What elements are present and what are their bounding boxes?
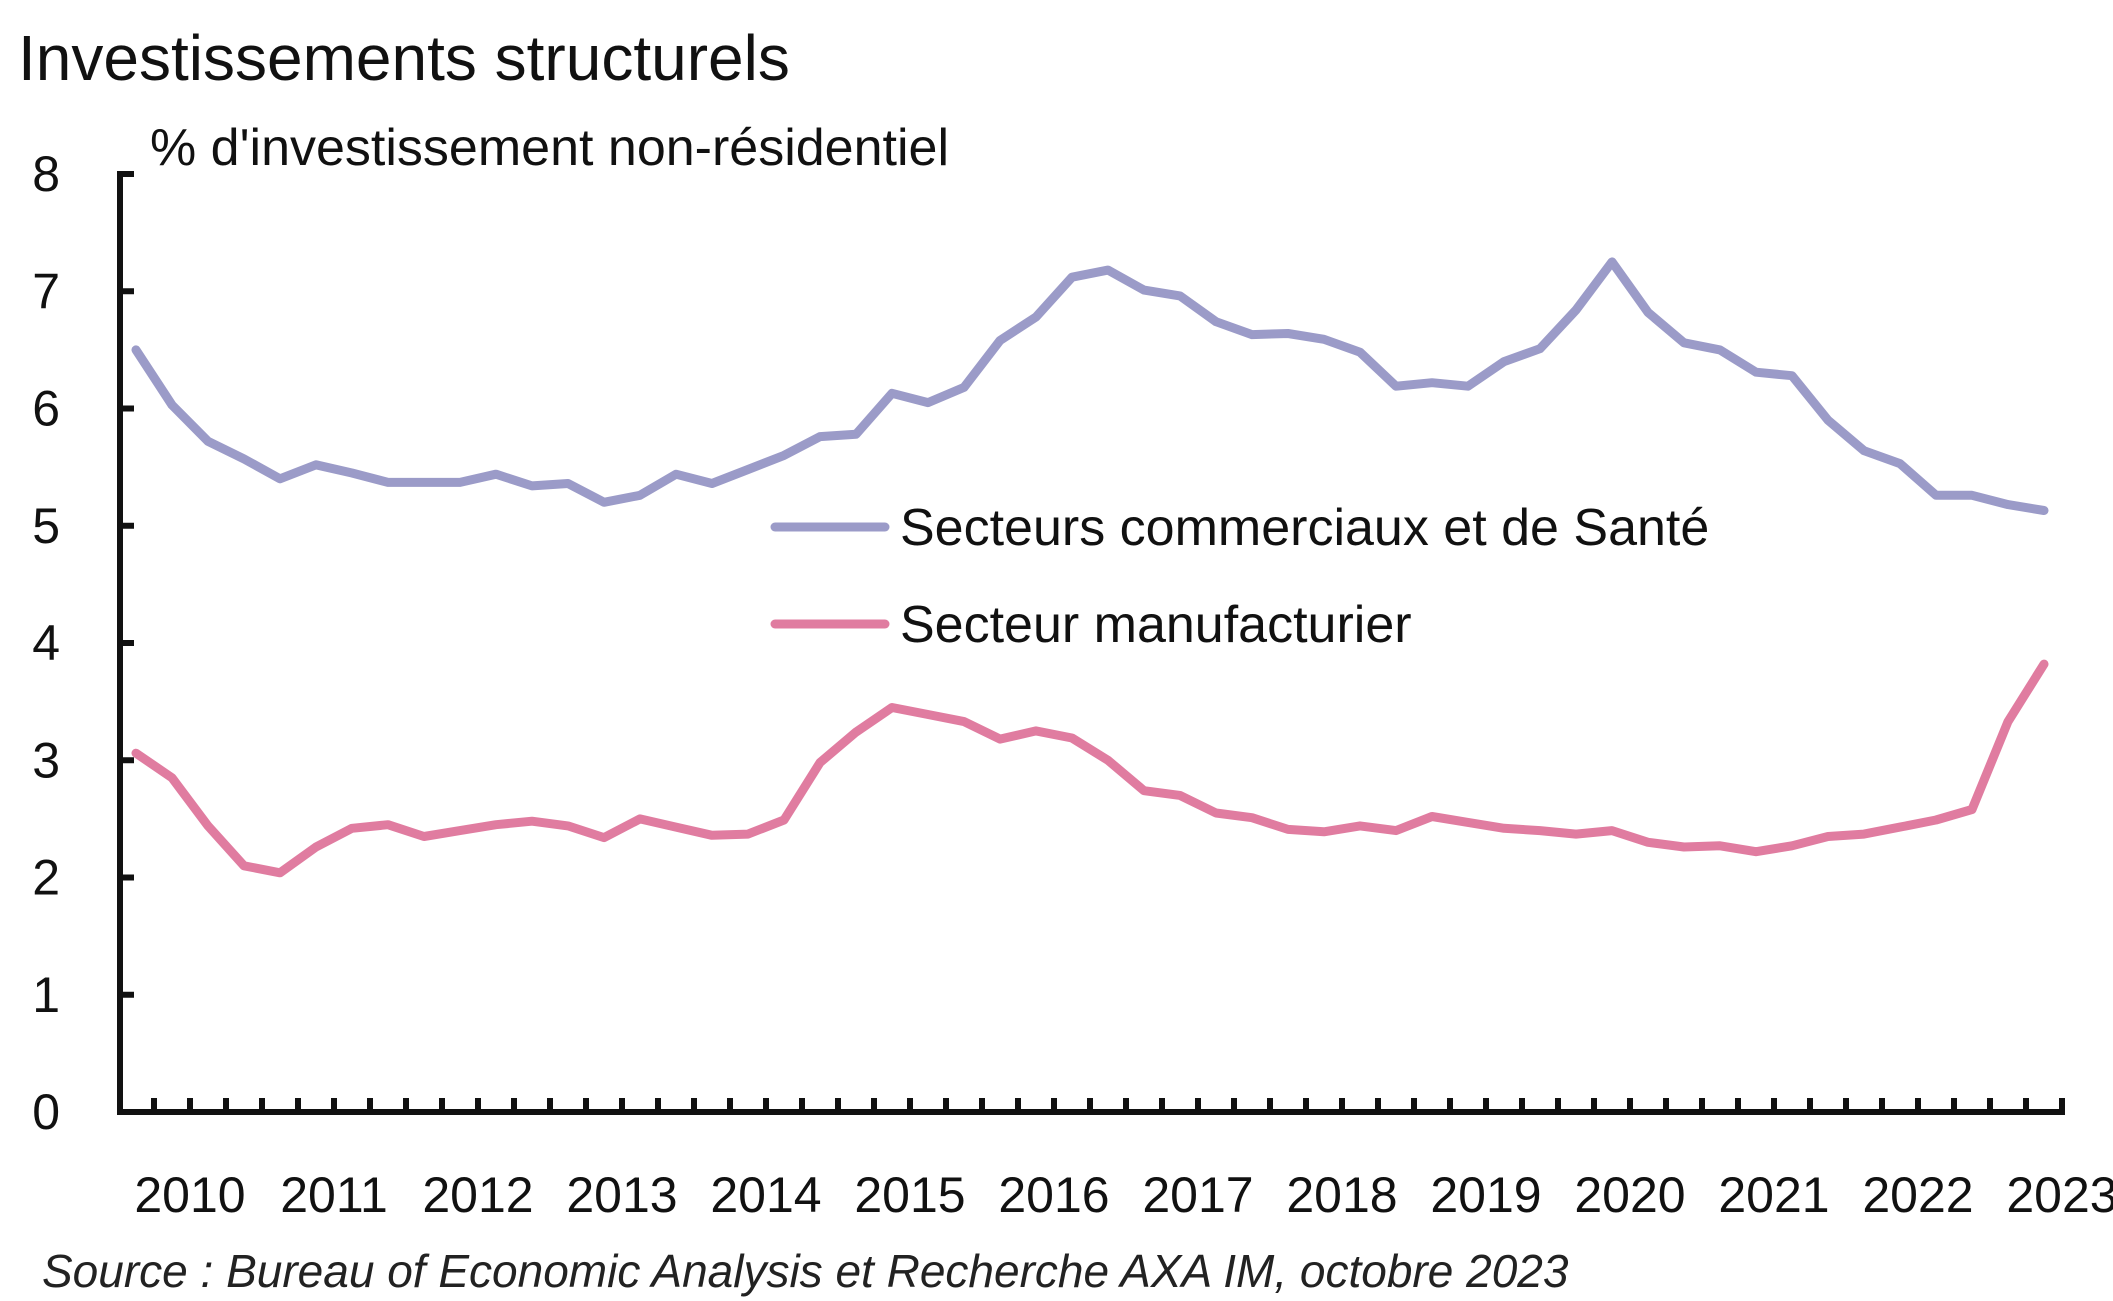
y-tick-label: 0 (32, 1084, 60, 1140)
legend-label-manufacturing: Secteur manufacturier (900, 596, 1412, 654)
series-line-manufacturing (131, 659, 2049, 878)
x-tick-label: 2019 (1430, 1167, 1541, 1223)
x-tick-label: 2020 (1574, 1167, 1685, 1223)
y-axis-ticks: 0 1 2 3 4 5 6 7 8 (32, 146, 134, 1140)
y-tick-label: 5 (32, 498, 60, 554)
x-tick-label: 2018 (1286, 1167, 1397, 1223)
x-tick-label: 2013 (566, 1167, 677, 1223)
y-tick-label: 8 (32, 146, 60, 202)
x-tick-label: 2021 (1718, 1167, 1829, 1223)
x-axis-ticks: 2010 2011 2012 2013 2014 2015 2016 2017 2018 2019… (134, 1098, 2113, 1223)
x-tick-label: 2022 (1862, 1167, 1973, 1223)
legend: Secteurs commerciaux et de Santé Secteur… (770, 499, 1709, 654)
x-tick-label: 2010 (134, 1167, 245, 1223)
x-tick-label: 2011 (280, 1167, 388, 1223)
x-tick-label: 2014 (710, 1167, 821, 1223)
y-tick-label: 4 (32, 615, 60, 671)
y-tick-label: 3 (32, 732, 60, 788)
y-tick-label: 7 (32, 263, 60, 319)
x-tick-label: 2012 (422, 1167, 533, 1223)
x-tick-label: 2016 (998, 1167, 1109, 1223)
chart-title: Investissements structurels (18, 22, 790, 94)
x-tick-label: 2023 (2006, 1167, 2113, 1223)
x-tick-label: 2017 (1142, 1167, 1253, 1223)
legend-label-commercial-health: Secteurs commerciaux et de Santé (900, 499, 1709, 557)
source-note: Source : Bureau of Economic Analysis et … (42, 1245, 1569, 1297)
y-tick-label: 6 (32, 381, 60, 437)
y-tick-label: 1 (32, 967, 60, 1023)
series-layer (131, 257, 2049, 878)
x-tick-label: 2015 (854, 1167, 965, 1223)
y-tick-label: 2 (32, 850, 60, 906)
series-line-commercial-health (131, 257, 2049, 515)
y-axis-unit-label: % d'investissement non-résidentiel (150, 119, 949, 177)
